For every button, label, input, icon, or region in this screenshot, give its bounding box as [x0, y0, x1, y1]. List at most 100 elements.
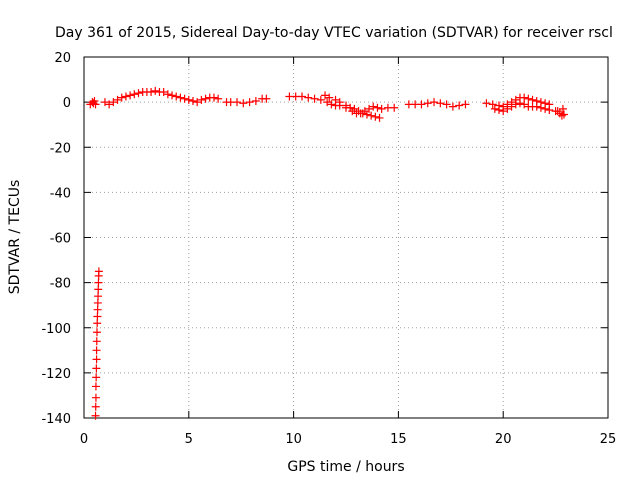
y-tick-label: -100 [41, 322, 71, 337]
data-point [507, 102, 516, 111]
data-point [335, 98, 344, 107]
data-point [358, 109, 367, 118]
data-point [499, 107, 508, 116]
data-point [93, 305, 102, 314]
data-point [94, 267, 103, 276]
data-point [528, 95, 537, 104]
data-point [100, 98, 109, 107]
data-point [297, 92, 306, 101]
data-point [94, 285, 103, 294]
data-point [515, 99, 524, 108]
data-point [558, 104, 567, 113]
data-point [193, 98, 202, 107]
data-point [172, 92, 181, 101]
data-point [545, 106, 554, 115]
data-point [214, 94, 223, 103]
grid [84, 57, 608, 418]
data-point [188, 96, 197, 105]
data-point [262, 94, 271, 103]
x-tick-label: 20 [495, 432, 512, 447]
x-tick-labels: 0 5 10 15 20 25 [80, 432, 616, 447]
data-point [92, 373, 101, 382]
data-point [251, 96, 260, 105]
series-arc-1 [86, 96, 100, 109]
data-point [92, 355, 101, 364]
data-point [239, 99, 248, 108]
data-point [503, 104, 512, 113]
series-arc-9 [490, 99, 560, 116]
data-point [130, 90, 139, 99]
series-arc-7 [404, 98, 470, 111]
data-point [321, 91, 330, 100]
data-point [91, 411, 100, 420]
data-point [490, 104, 499, 113]
data-point [350, 104, 359, 113]
data-point [436, 99, 445, 108]
data-point [482, 99, 491, 108]
y-tick-label: -120 [41, 367, 71, 382]
data-point [117, 93, 126, 102]
data-point [559, 110, 568, 119]
data-point [375, 113, 384, 122]
chart-title: Day 361 of 2015, Sidereal Day-to-day VTE… [55, 25, 613, 41]
data-point [367, 111, 376, 120]
y-tick-labels: 20 0 -20 -40 -60 -80 -100 -120 -140 [41, 51, 71, 427]
data-point [94, 292, 103, 301]
data-point [325, 93, 334, 102]
data-point [180, 94, 189, 103]
data-point [532, 102, 541, 111]
data-point [346, 103, 355, 112]
data-point [91, 382, 100, 391]
y-tick-label: -20 [50, 141, 71, 156]
data-point [365, 104, 374, 113]
data-point [159, 87, 168, 96]
data-point [524, 94, 533, 103]
data-point [113, 95, 122, 104]
data-point [233, 98, 242, 107]
data-point [373, 103, 382, 112]
data-point [342, 101, 350, 110]
data-point [442, 100, 451, 109]
x-tick-label: 5 [185, 432, 193, 447]
data-point [430, 98, 439, 107]
data-point [354, 107, 363, 116]
series-arc-3 [100, 86, 223, 109]
data-point [520, 100, 529, 109]
data-point [316, 95, 325, 104]
data-point [91, 393, 100, 402]
data-point [151, 86, 160, 95]
series-arc-2-drop [91, 267, 103, 420]
data-point [94, 278, 103, 287]
data-point [168, 91, 177, 100]
data-point [91, 100, 100, 109]
x-axis-label: GPS time / hours [287, 459, 404, 475]
series-arc-6 [321, 91, 384, 122]
data-point [377, 104, 386, 113]
data-point [536, 103, 545, 112]
y-tick-label: -60 [50, 232, 71, 247]
y-tick-label: -40 [50, 186, 71, 201]
data-point [126, 91, 135, 100]
x-tick-label: 25 [600, 432, 617, 447]
data-point [390, 103, 399, 112]
data-point [90, 96, 99, 105]
series-arc-4 [222, 94, 271, 108]
y-tick-label: -140 [41, 412, 71, 427]
data-point [310, 94, 319, 103]
data-point [105, 100, 114, 109]
x-tick-label: 0 [80, 432, 88, 447]
data-point [423, 99, 432, 108]
data-point [147, 87, 156, 96]
data-point [331, 95, 340, 104]
data-point [109, 98, 118, 107]
data-point [201, 94, 210, 103]
data-point [134, 89, 143, 98]
data-point [163, 90, 172, 99]
data-point [323, 98, 332, 107]
y-tick-label: -80 [50, 277, 71, 292]
x-tick-label: 10 [285, 432, 302, 447]
data-point [304, 93, 313, 102]
y-axis-label: SDTVAR / TECUs [7, 180, 23, 295]
